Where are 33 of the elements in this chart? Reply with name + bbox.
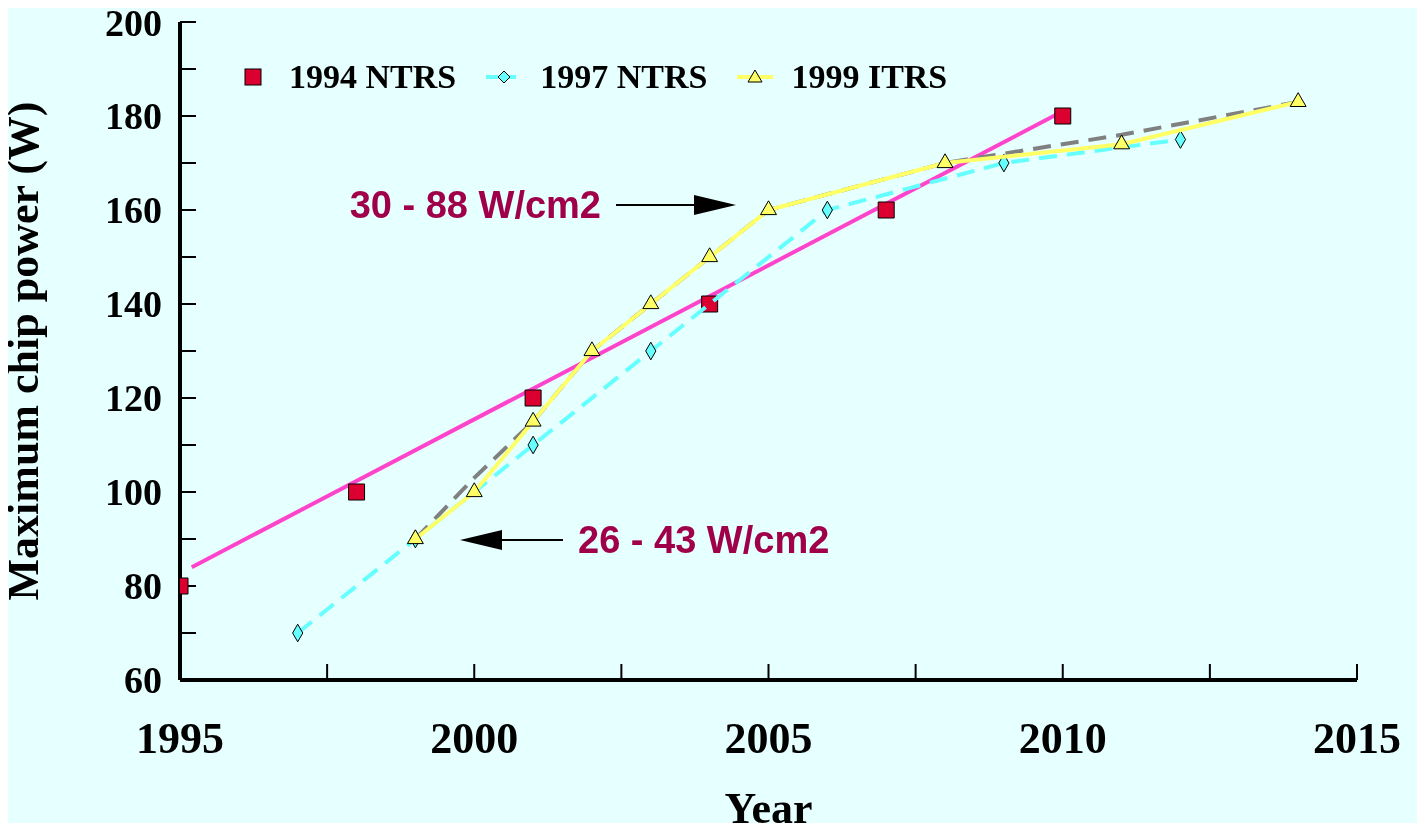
point xyxy=(701,247,719,263)
x-tick-label: 2010 xyxy=(1018,714,1107,764)
y-tick-label: 60 xyxy=(124,659,162,702)
point xyxy=(406,529,424,545)
x-tick-label: 2015 xyxy=(1313,714,1401,764)
point xyxy=(760,200,777,216)
point xyxy=(348,483,366,501)
legend-label: 1999 ITRS xyxy=(791,58,948,96)
point xyxy=(1289,92,1307,107)
y-tick-label: 160 xyxy=(105,189,162,232)
annotation: 30 - 88 W/cm2 xyxy=(349,184,601,226)
y-tick-label: 200 xyxy=(105,1,162,44)
legend-label: 1994 NTRS xyxy=(289,58,457,96)
x-tick-label: 2000 xyxy=(430,714,519,764)
point xyxy=(524,389,542,407)
x-tick-label: 1995 xyxy=(136,714,224,764)
y-tick-label: 100 xyxy=(105,471,162,514)
point xyxy=(642,294,660,310)
y-tick-label: 120 xyxy=(105,377,162,420)
point xyxy=(524,411,542,427)
annotation: 26 - 43 W/cm2 xyxy=(578,519,830,561)
point xyxy=(877,201,895,219)
y-tick-label: 140 xyxy=(105,283,162,326)
point xyxy=(583,341,601,357)
point xyxy=(1054,107,1072,125)
x-tick-label: 2005 xyxy=(724,714,813,764)
point xyxy=(465,482,483,498)
y-tick-label: 180 xyxy=(105,95,162,138)
point xyxy=(936,153,954,169)
y-tick-label: 80 xyxy=(124,565,162,608)
point xyxy=(1113,134,1131,150)
x-axis-title: Year xyxy=(724,784,813,831)
legend-label: 1997 NTRS xyxy=(540,58,708,96)
